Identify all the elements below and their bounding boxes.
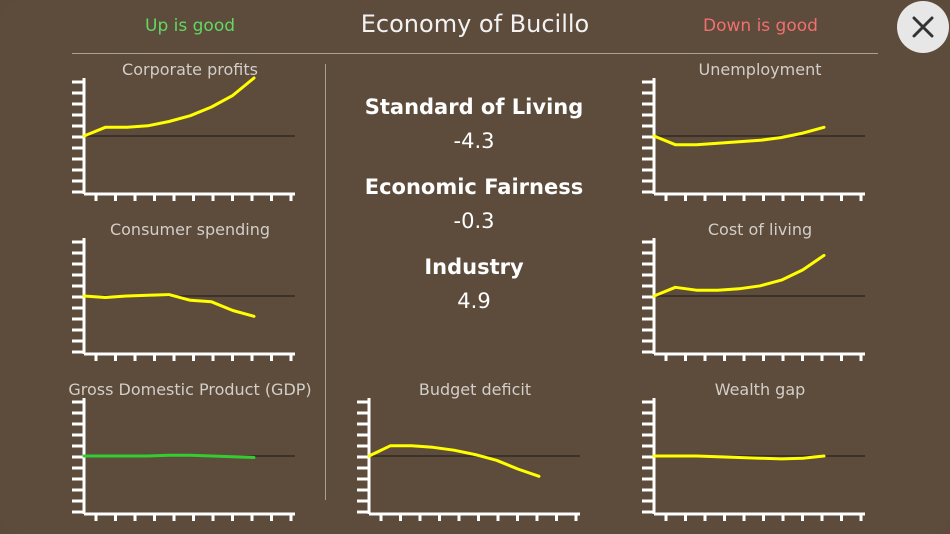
economic-fairness-value: -0.3 [453, 209, 495, 233]
standard-of-living-value: -4.3 [453, 129, 495, 153]
chart-title-consumer-spending: Consumer spending [109, 220, 271, 239]
chart-title-gdp: Gross Domestic Product (GDP) [68, 380, 312, 399]
industry-value: 4.9 [457, 289, 491, 313]
series-line [652, 454, 826, 461]
chart-title-wealth-gap: Wealth gap [714, 380, 806, 399]
chart-wealth-gap [642, 398, 865, 521]
industry-label: Industry [424, 255, 524, 279]
series-line [82, 293, 256, 318]
chart-corporate-profits [72, 76, 295, 201]
series-line [652, 125, 826, 147]
chart-title-budget-deficit: Budget deficit [418, 380, 532, 399]
page-title: Economy of Bucillo [360, 10, 590, 38]
chart-gdp [72, 398, 295, 521]
series-line [367, 444, 541, 478]
close-icon [912, 16, 934, 38]
up-is-good-label: Up is good [145, 16, 236, 36]
close-button[interactable] [897, 1, 949, 53]
chart-title-unemployment: Unemployment [698, 60, 822, 79]
chart-budget-deficit [357, 398, 580, 521]
header-divider [72, 53, 878, 54]
down-is-good-label: Down is good [703, 16, 818, 36]
column-divider [325, 64, 326, 500]
chart-consumer-spending [72, 238, 295, 361]
economic-fairness-label: Economic Fairness [364, 175, 584, 199]
chart-title-corporate-profits: Corporate profits [122, 60, 258, 79]
series-line [82, 453, 256, 459]
chart-unemployment [642, 78, 865, 201]
chart-cost-of-living [642, 238, 865, 361]
standard-of-living-label: Standard of Living [364, 95, 584, 119]
series-line [82, 76, 256, 138]
chart-title-cost-of-living: Cost of living [707, 220, 813, 239]
series-line [652, 253, 826, 298]
